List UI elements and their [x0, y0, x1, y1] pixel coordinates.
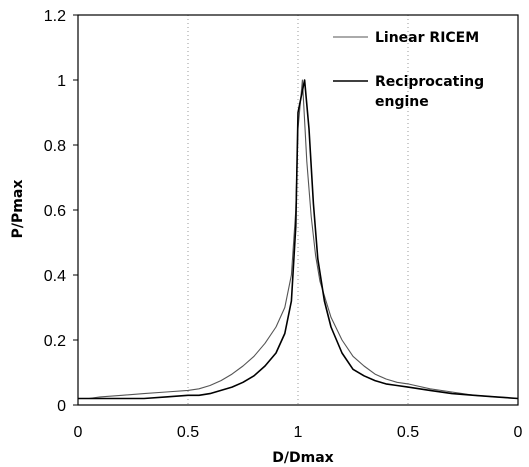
- y-axis-ticks: [73, 14, 78, 406]
- series-layer: [78, 79, 519, 400]
- y-axis-tick-labels: 0 0.2 0.4 0.6 0.8 1 1.2: [44, 8, 66, 415]
- x-tick-label: 1: [294, 424, 303, 441]
- y-tick-label: 0.6: [44, 203, 66, 220]
- y-tick-label: 1.2: [44, 8, 66, 25]
- x-axis-title: D/Dmax: [272, 450, 333, 466]
- y-tick-label: 0.2: [44, 333, 66, 350]
- y-tick-label: 0: [57, 398, 66, 415]
- x-tick-label: 0.5: [177, 424, 199, 441]
- y-tick-label: 1: [57, 73, 66, 90]
- x-axis-tick-labels: 0 0.5 1 0.5 0: [74, 424, 523, 441]
- x-tick-label: 0: [74, 424, 83, 441]
- x-tick-label: 0.5: [397, 424, 419, 441]
- legend-label-reciprocating-line2: engine: [375, 94, 429, 110]
- y-tick-label: 0.4: [44, 268, 66, 285]
- grid: [187, 15, 409, 405]
- legend-label-linear-ricem: Linear RICEM: [375, 30, 479, 46]
- x-tick-label: 0: [514, 424, 523, 441]
- legend-label-reciprocating-line1: Reciprocating: [375, 74, 484, 90]
- y-tick-label: 0.8: [44, 138, 66, 155]
- y-axis-title: P/Pmax: [10, 180, 26, 239]
- legend: Linear RICEM Reciprocating engine: [333, 30, 484, 110]
- series-line-reciprocating-engine: [78, 79, 519, 400]
